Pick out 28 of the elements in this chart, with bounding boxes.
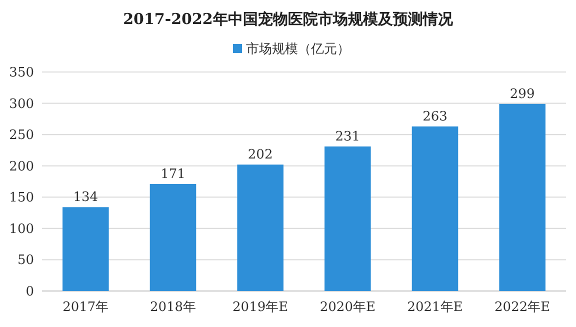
y-tick-label: 100 <box>9 222 34 237</box>
legend-label: 市场规模（亿元） <box>246 42 350 57</box>
x-tick-label: 2018年 <box>150 300 196 315</box>
y-tick-label: 50 <box>17 253 34 268</box>
bar <box>237 164 284 291</box>
data-label: 299 <box>510 86 535 102</box>
data-label: 231 <box>335 129 360 144</box>
x-tick-label: 2021年E <box>407 300 463 315</box>
bar <box>324 146 371 291</box>
y-tick-label: 350 <box>9 66 34 80</box>
bar <box>62 207 109 291</box>
y-tick-label: 250 <box>9 128 34 144</box>
x-tick-label: 2017年 <box>62 300 109 315</box>
bar <box>150 184 196 291</box>
x-tick-label: 2019年E <box>232 300 288 315</box>
x-tick-label: 2022年E <box>494 300 550 315</box>
data-label: 134 <box>73 190 98 206</box>
data-label: 202 <box>248 148 273 163</box>
y-tick-label: 200 <box>9 159 34 174</box>
data-label: 171 <box>160 167 186 182</box>
y-tick-label: 150 <box>9 190 34 206</box>
bar <box>412 126 458 291</box>
data-label: 263 <box>422 109 448 124</box>
y-tick-label: 300 <box>9 96 34 112</box>
bar <box>499 104 546 291</box>
x-tick-label: 2020年E <box>320 300 376 315</box>
chart-title: 2017-2022年中国宠物医院市场规模及预测情况 <box>123 10 454 28</box>
y-tick-label: 0 <box>26 284 34 300</box>
